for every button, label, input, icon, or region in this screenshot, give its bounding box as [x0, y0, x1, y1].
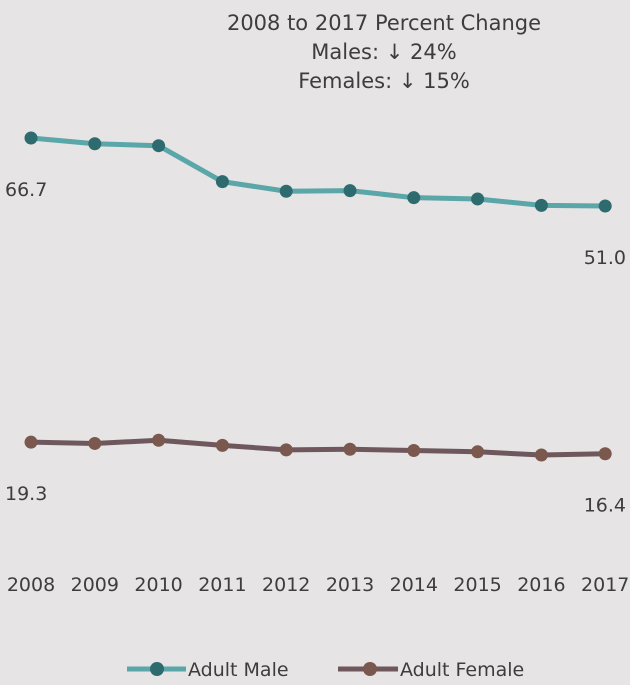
- x-tick-label: 2013: [326, 574, 374, 596]
- x-tick-label: 2017: [581, 574, 629, 596]
- x-axis-ticks: 2008 2009 2010 2011 2012 2013 2014 2015 2016 2017: [7, 574, 630, 596]
- data-label: 66.7: [5, 179, 47, 201]
- x-tick-label: 2016: [517, 574, 565, 596]
- data-point: [471, 445, 485, 459]
- percent-change-annotation: 2008 to 2017 Percent Change Males: ↓ 24% F…: [227, 11, 541, 93]
- series-line-0: [30, 135, 606, 209]
- data-point: [152, 433, 166, 447]
- data-point: [279, 443, 293, 457]
- data-point: [407, 191, 421, 205]
- data-point: [24, 435, 38, 449]
- data-point: [598, 447, 612, 461]
- annotation-line-0: 2008 to 2017 Percent Change: [227, 11, 541, 35]
- legend-label: Adult Female: [400, 659, 524, 681]
- data-point: [343, 184, 357, 198]
- series-line-1: [30, 437, 606, 458]
- data-labels: 66.7 51.0 19.3 16.4: [5, 179, 626, 517]
- data-point: [24, 131, 38, 145]
- legend-swatch-marker: [150, 662, 164, 676]
- data-point: [534, 198, 548, 212]
- series-markers: [24, 131, 612, 462]
- data-point: [215, 175, 229, 189]
- data-point: [152, 139, 166, 153]
- data-label: 51.0: [584, 247, 626, 269]
- data-point: [471, 192, 485, 206]
- series-lines: [30, 135, 606, 458]
- x-tick-label: 2011: [198, 574, 246, 596]
- x-tick-label: 2015: [453, 574, 501, 596]
- data-point: [215, 438, 229, 452]
- legend-label: Adult Male: [188, 659, 289, 681]
- data-point: [407, 444, 421, 458]
- x-tick-label: 2014: [390, 574, 438, 596]
- data-point: [88, 137, 102, 151]
- data-label: 16.4: [584, 495, 626, 517]
- legend: Adult Male Adult Female: [127, 659, 524, 681]
- data-point: [343, 442, 357, 456]
- annotation-line-1: Males: ↓ 24%: [311, 40, 456, 64]
- legend-swatch-marker: [363, 662, 377, 676]
- x-tick-label: 2009: [71, 574, 119, 596]
- data-point: [279, 184, 293, 198]
- legend-item-0: Adult Male: [127, 659, 289, 681]
- x-tick-label: 2012: [262, 574, 310, 596]
- annotation-line-2: Females: ↓ 15%: [298, 69, 470, 93]
- x-tick-label: 2008: [7, 574, 55, 596]
- data-point: [88, 436, 102, 450]
- legend-item-1: Adult Female: [338, 659, 524, 681]
- data-point: [598, 199, 612, 213]
- x-tick-label: 2010: [134, 574, 182, 596]
- data-label: 19.3: [5, 483, 47, 505]
- data-point: [534, 448, 548, 462]
